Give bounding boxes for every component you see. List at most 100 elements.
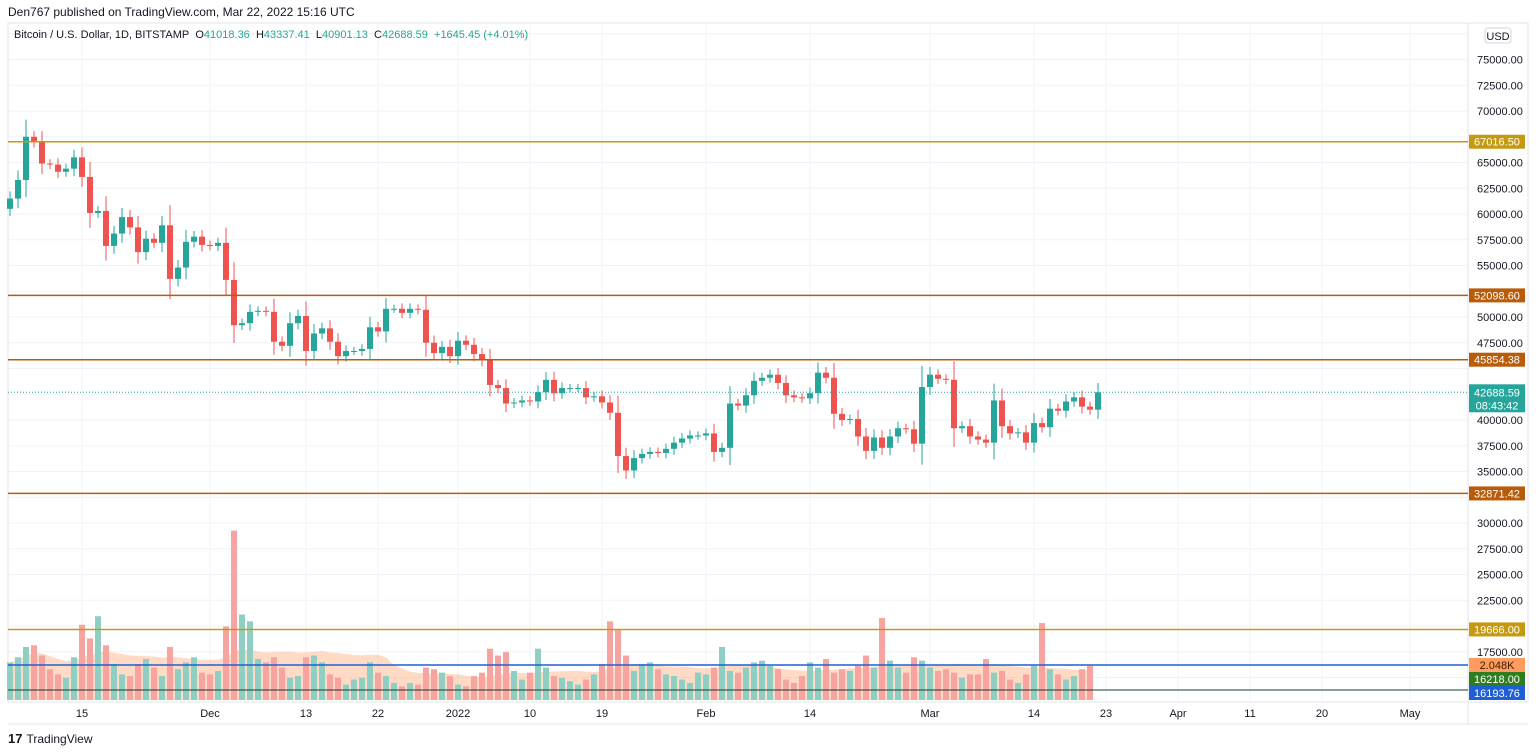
- x-tick-label: 10: [524, 708, 536, 720]
- volume-bar: [1047, 669, 1053, 700]
- x-tick-label: 11: [1244, 708, 1255, 720]
- volume-bar: [1079, 669, 1085, 700]
- volume-bar: [887, 660, 893, 700]
- y-tick-label: 60000.00: [1477, 209, 1523, 221]
- candle-body: [751, 380, 757, 396]
- volume-bar: [271, 657, 277, 700]
- candle-body: [863, 436, 869, 451]
- volume-bar: [967, 674, 973, 700]
- candle-body: [511, 402, 517, 404]
- candle-body: [31, 136, 37, 142]
- volume-bar: [343, 684, 349, 700]
- volume-bar: [159, 676, 165, 700]
- candle-body: [647, 451, 653, 454]
- volume-bar: [559, 677, 565, 700]
- candle-body: [847, 418, 853, 420]
- candle-body: [191, 236, 197, 242]
- symbol-name[interactable]: Bitcoin / U.S. Dollar, 1D, BITSTAMP: [14, 29, 190, 41]
- candle-body: [839, 413, 845, 420]
- candle-body: [679, 438, 685, 443]
- candle-body: [567, 388, 573, 390]
- extra-price-label: 16218.00: [1474, 674, 1520, 686]
- candle-body: [263, 310, 269, 312]
- candle-body: [463, 340, 469, 345]
- x-tick-label: 13: [300, 708, 312, 720]
- close-label: C: [374, 29, 382, 41]
- change-value: +1645.45 (+4.01%): [434, 29, 529, 41]
- volume-bar: [735, 672, 741, 700]
- volume-bar: [447, 676, 453, 700]
- candle-body: [295, 315, 301, 324]
- x-tick-label: May: [1400, 708, 1421, 720]
- y-tick-label: 72500.00: [1477, 80, 1523, 92]
- brand-name: TradingView: [26, 731, 93, 746]
- y-tick-label: 62500.00: [1477, 183, 1523, 195]
- volume-bar: [831, 672, 837, 700]
- candle-body: [735, 403, 741, 406]
- candle-body: [431, 342, 437, 354]
- candle-body: [167, 225, 173, 279]
- candle-body: [287, 323, 293, 346]
- publish-info: Den767 published on TradingView.com, Mar…: [8, 5, 355, 19]
- volume-bar: [287, 677, 293, 700]
- candle-body: [399, 308, 405, 313]
- volume-bar: [823, 658, 829, 700]
- last-price-bg: [1469, 384, 1525, 413]
- volume-bar: [487, 648, 493, 700]
- volume-bar: [167, 646, 173, 700]
- candle-body: [359, 348, 365, 351]
- volume-bar: [543, 667, 549, 700]
- volume-bar: [31, 645, 37, 700]
- candle-body: [383, 308, 389, 332]
- candle-body: [111, 233, 117, 246]
- candle-body: [895, 428, 901, 437]
- candle-body: [639, 453, 645, 459]
- volume-bar: [567, 681, 573, 700]
- candle-body: [215, 242, 221, 246]
- candle-body: [1087, 406, 1093, 410]
- candle-body: [151, 238, 157, 243]
- volume-bar: [855, 665, 861, 700]
- volume-bar: [135, 664, 141, 700]
- candle-body: [831, 377, 837, 414]
- candle-body: [663, 448, 669, 453]
- candle-body: [695, 435, 701, 437]
- volume-bar: [191, 657, 197, 700]
- x-tick-label: 15: [76, 708, 88, 720]
- volume-bar: [807, 662, 813, 700]
- level-price-label-bg: [1469, 134, 1525, 149]
- candle-body: [959, 426, 965, 429]
- volume-bar: [503, 652, 509, 700]
- candle-body: [375, 327, 381, 332]
- tradingview-logo[interactable]: 17 TradingView: [8, 731, 93, 746]
- volume-label-bg: [1469, 658, 1525, 672]
- volume-bar: [247, 621, 253, 700]
- candle-body: [335, 341, 341, 357]
- level-price-label: 52098.60: [1474, 290, 1520, 302]
- candle-body: [247, 311, 253, 324]
- volume-bar: [847, 670, 853, 700]
- x-tick-label: 22: [372, 708, 384, 720]
- volume-bar: [215, 670, 221, 700]
- volume-bar: [47, 669, 53, 700]
- volume-bar: [599, 664, 605, 700]
- candle-body: [999, 400, 1005, 427]
- volume-label: 2.048K: [1480, 660, 1516, 672]
- candle-body: [855, 418, 861, 437]
- candle-body: [711, 433, 717, 452]
- candle-body: [1079, 397, 1085, 407]
- candle-body: [39, 141, 45, 164]
- candle-body: [423, 309, 429, 343]
- y-tick-label: 30000.00: [1477, 518, 1523, 530]
- candle-body: [231, 279, 237, 326]
- volume-bar: [1031, 665, 1037, 700]
- candle-body: [559, 388, 565, 394]
- y-tick-label: 55000.00: [1477, 261, 1523, 273]
- volume-bar: [7, 662, 13, 700]
- candle-body: [935, 374, 941, 379]
- candle-body: [1023, 432, 1029, 443]
- candle-body: [455, 340, 461, 357]
- x-tick-label: 14: [1028, 708, 1040, 720]
- x-tick-label: Mar: [921, 708, 940, 720]
